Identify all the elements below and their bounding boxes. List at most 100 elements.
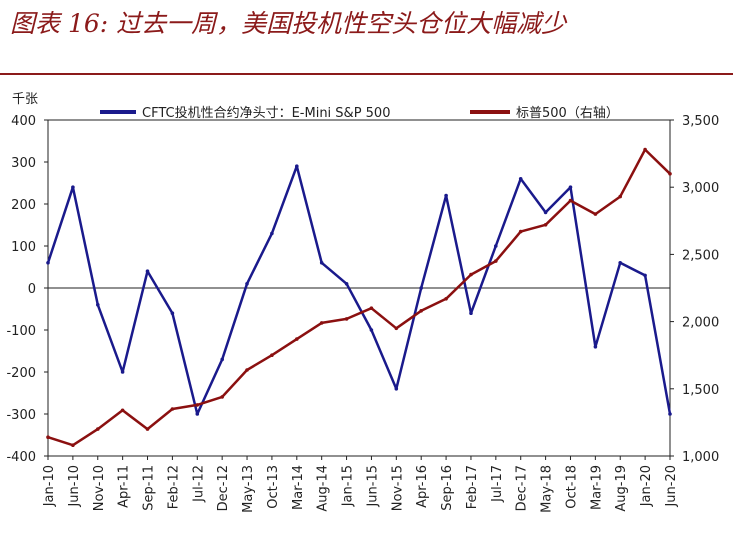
left-axis-tick-label: -200	[6, 366, 36, 381]
x-axis-tick-label: Feb-17	[465, 465, 480, 509]
cftc-data-point	[469, 311, 473, 316]
cftc-data-point	[96, 303, 100, 307]
x-axis-tick-label: Oct-18	[564, 465, 579, 509]
cftc-data-point	[195, 412, 200, 416]
x-axis-tick-label: Sep-11	[142, 465, 157, 511]
x-axis-tick-label: Nov-15	[390, 465, 405, 511]
cftc-net-position-line	[46, 164, 672, 416]
cftc-data-point	[170, 311, 175, 316]
x-axis-tick-label: Jan-20	[639, 465, 654, 507]
x-axis-tick-label: Mar-19	[589, 465, 604, 510]
cftc-data-point	[145, 269, 150, 274]
sp500-data-point	[46, 435, 50, 440]
cftc-data-point	[494, 244, 498, 248]
sp500-data-point	[394, 326, 399, 331]
x-axis-tick-label: Apr-11	[117, 465, 132, 508]
cftc-data-point	[344, 282, 349, 286]
sp500-data-point	[270, 353, 274, 358]
sp500-data-point	[120, 408, 125, 413]
right-axis-tick-label: 1,500	[682, 383, 719, 398]
sp500-data-point	[618, 194, 622, 199]
x-axis-tick-label: Jul-12	[191, 465, 206, 503]
left-axis-tick-label: 200	[11, 198, 36, 213]
cftc-data-point	[618, 261, 622, 265]
left-axis-tick-label: 400	[11, 114, 36, 129]
left-axis-tick-label: -100	[6, 324, 36, 339]
left-axis-unit-label: 千张	[12, 92, 38, 107]
sp500-data-point	[518, 229, 523, 234]
x-axis-tick-label: Nov-10	[92, 465, 107, 511]
cftc-data-point	[319, 261, 324, 265]
cftc-data-point	[518, 177, 523, 181]
sp500-data-point	[195, 403, 200, 407]
sp500-data-point	[369, 306, 374, 311]
cftc-data-point	[643, 273, 647, 278]
sp500-data-point	[245, 368, 249, 372]
x-axis-tick-label: Sep-16	[440, 465, 455, 511]
legend-sp500-label: 标普500（右轴）	[516, 106, 619, 121]
cftc-data-point	[270, 231, 274, 236]
cftc-data-point	[419, 286, 424, 290]
right-axis-tick-label: 1,000	[682, 450, 719, 465]
sp500-data-point	[444, 297, 448, 301]
cftc-data-point	[444, 193, 448, 198]
x-axis-tick-label: Aug-14	[316, 465, 331, 512]
x-axis-tick-label: Aug-19	[614, 465, 629, 512]
sp500-data-point	[344, 317, 349, 321]
cftc-data-point	[568, 185, 573, 189]
sp500-data-point	[593, 212, 598, 216]
left-axis-tick-label: 300	[11, 156, 36, 171]
sp500-data-point	[543, 223, 548, 227]
right-axis-tick-label: 3,000	[682, 181, 719, 196]
sp500-index-line	[47, 148, 671, 447]
sp500-data-point	[568, 198, 573, 203]
cftc-data-point	[668, 412, 672, 416]
cftc-data-point	[46, 261, 50, 265]
sp500-data-point	[643, 147, 647, 152]
left-axis-tick-label: -400	[6, 450, 36, 465]
x-axis-tick-label: Jul-17	[490, 465, 505, 503]
cftc-data-point	[220, 357, 224, 362]
sp500-data-point	[419, 309, 424, 313]
right-axis-tick-label: 3,500	[682, 114, 719, 129]
left-axis-tick-label: 100	[11, 240, 36, 255]
x-axis-tick-label: Jun-20	[664, 465, 679, 508]
sp500-data-point	[170, 407, 175, 411]
left-axis-tick-label: -300	[6, 408, 36, 423]
x-axis-tick-label: Mar-14	[291, 465, 306, 510]
title-divider	[0, 73, 733, 75]
cftc-data-point	[593, 345, 598, 349]
x-axis-tick-label: Jun-10	[67, 465, 82, 508]
x-axis-tick-label: Dec-12	[216, 465, 231, 511]
cftc-data-point	[369, 328, 374, 332]
x-axis-tick-label: Jan-15	[341, 465, 356, 507]
sp500-data-point	[319, 321, 324, 325]
x-axis-tick-label: Apr-16	[415, 465, 430, 508]
x-axis-tick-label: May-13	[241, 465, 256, 513]
x-axis-tick-label: Dec-17	[515, 465, 530, 511]
cftc-data-point	[394, 387, 399, 391]
right-axis-tick-label: 2,500	[682, 248, 719, 263]
sp500-data-point	[494, 259, 498, 263]
x-axis-tick-label: Jan-10	[42, 465, 57, 507]
x-axis-tick-label: Feb-12	[166, 465, 181, 509]
sp500-data-point	[145, 427, 150, 431]
x-axis-tick-label: Jun-15	[365, 465, 380, 508]
sp500-data-point	[220, 395, 224, 399]
cftc-data-point	[120, 370, 125, 374]
sp500-data-point	[295, 337, 299, 341]
sp500-data-point	[668, 172, 672, 176]
left-axis-tick-label: 0	[28, 282, 36, 297]
sp500-data-point	[71, 443, 75, 448]
cftc-data-point	[295, 164, 299, 168]
cftc-data-point	[543, 210, 548, 215]
right-axis-tick-label: 2,000	[682, 316, 719, 331]
sp500-data-point	[96, 427, 100, 431]
sp500-data-point	[469, 272, 473, 277]
x-axis-tick-label: Oct-13	[266, 465, 281, 509]
cftc-data-point	[245, 282, 249, 286]
figure-title: 图表 16: 过去一周，美国投机性空头仓位大幅减少	[10, 9, 567, 38]
cftc-data-point	[71, 185, 75, 189]
x-axis-tick-label: May-18	[540, 465, 555, 513]
